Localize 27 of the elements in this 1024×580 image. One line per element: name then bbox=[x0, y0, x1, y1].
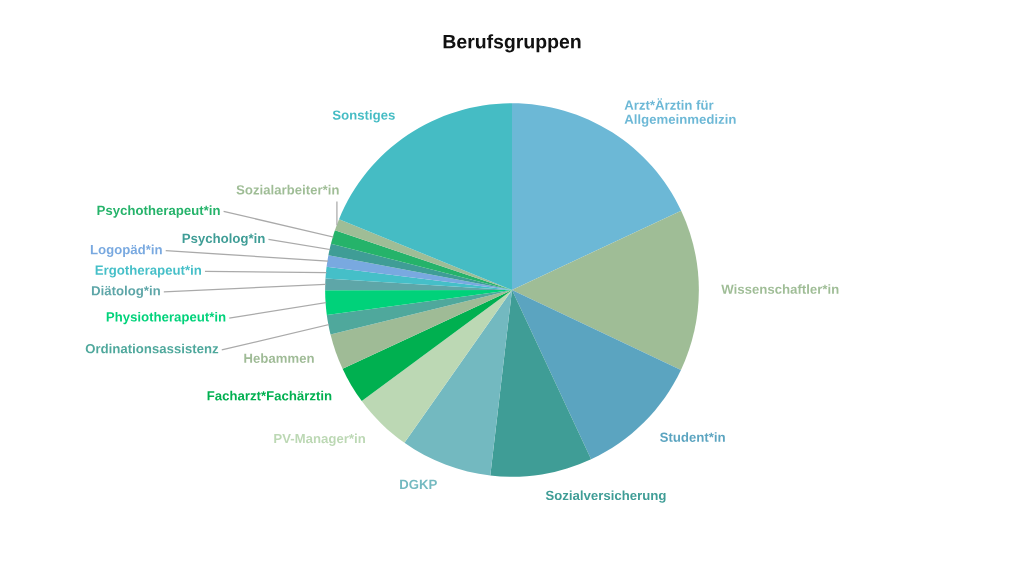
slice-label: Hebammen bbox=[244, 353, 314, 363]
pie-slice bbox=[404, 290, 512, 476]
slice-label: Student*in bbox=[660, 432, 725, 442]
slice-label: DGKP bbox=[400, 479, 437, 490]
slice-label: Sonstiges bbox=[332, 110, 395, 123]
pie-slice bbox=[342, 290, 512, 402]
pie-slice bbox=[330, 290, 512, 369]
slice-label: Arzt*Ärztin für Allgemeinmedizin bbox=[624, 98, 736, 127]
pie-slice bbox=[490, 290, 592, 477]
pie-slice bbox=[328, 243, 512, 290]
slice-label: Physiotherapeut*in bbox=[106, 311, 226, 325]
pie-slice bbox=[330, 230, 512, 290]
slice-label: Ergotherapeut*in bbox=[95, 265, 201, 278]
slice-label: Ordinationsassistenz bbox=[85, 343, 219, 354]
slice-label: PV-Manager*in bbox=[274, 433, 365, 446]
slice-label: Sozialversicherung bbox=[545, 490, 666, 503]
slice-label: Wissenschaftler*in bbox=[721, 284, 839, 294]
pie-slice bbox=[512, 210, 699, 370]
slice-label: Sozialarbeiter*in bbox=[236, 184, 339, 195]
chart-title: Berufsgruppen bbox=[443, 34, 581, 53]
pie-slice bbox=[326, 255, 512, 290]
slice-label: Diätolog*in bbox=[91, 285, 160, 299]
slice-label: Facharzt*Fachärztin bbox=[207, 390, 332, 401]
slice-label: Logopäd*in bbox=[90, 244, 162, 257]
pie-slice bbox=[326, 290, 512, 335]
slice-label: Psycholog*in bbox=[182, 233, 265, 246]
slice-label: Psychotherapeut*in bbox=[97, 205, 220, 218]
